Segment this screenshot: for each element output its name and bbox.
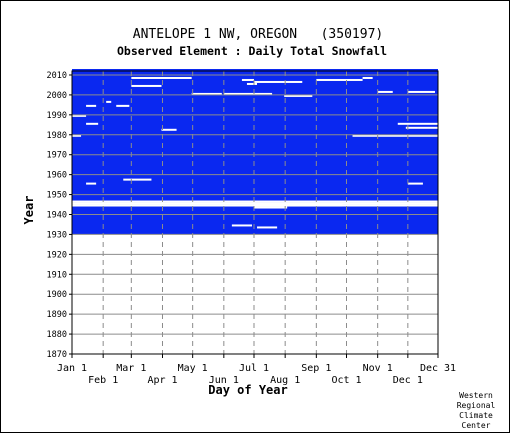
y-tick-label: 1970: [47, 151, 67, 161]
missing-data-segment: [257, 226, 278, 229]
x-tick-label: Mar 1: [116, 363, 146, 374]
y-tick-label: 1920: [47, 250, 67, 260]
x-tick-label: Dec 31: [420, 363, 456, 374]
y-tick-label: 1980: [47, 131, 67, 141]
x-tick-label: Sep 1: [301, 363, 331, 374]
missing-data-segment: [86, 104, 97, 107]
missing-data-segment: [253, 206, 288, 209]
missing-data-segment: [161, 128, 177, 131]
missing-data-segment: [106, 100, 112, 103]
missing-data-segment: [377, 90, 393, 93]
missing-data-segment: [231, 224, 252, 227]
y-tick-label: 1890: [47, 310, 67, 320]
credit-line: Center: [462, 421, 491, 430]
missing-data-segment: [131, 84, 162, 87]
missing-data-segment: [246, 82, 258, 85]
x-tick-label: Feb 1: [88, 375, 118, 386]
x-tick-label: Oct 1: [331, 375, 361, 386]
credit-block: Western Regional Climate Center: [457, 391, 496, 430]
credit-line: Regional: [457, 401, 496, 410]
credit-line: Western: [459, 391, 493, 400]
y-axis-ticks: 1870 1880 1890 1900 1910 1920 1930 1940 1950 1960…: [47, 71, 72, 360]
credit-line: Climate: [459, 411, 493, 420]
missing-data-segment: [253, 80, 303, 83]
x-tick-label: Nov 1: [363, 363, 393, 374]
missing-data-segment: [362, 76, 373, 79]
x-tick-label: Jan 1: [57, 363, 87, 374]
missing-data-segment: [123, 178, 152, 181]
chart-title: ANTELOPE 1 NW, OREGON (350197): [133, 27, 383, 42]
missing-data-segment: [86, 182, 97, 185]
missing-year-row: [72, 202, 438, 205]
missing-data-segment: [316, 78, 363, 81]
x-tick-label: Dec 1: [393, 375, 423, 386]
y-tick-label: 1990: [47, 111, 67, 121]
chart-subtitle: Observed Element : Daily Total Snowfall: [117, 44, 387, 58]
y-tick-label: 1910: [47, 270, 67, 280]
y-axis-label: Year: [22, 196, 36, 225]
missing-data-segment: [241, 78, 254, 81]
y-tick-label: 2000: [47, 91, 67, 101]
y-tick-label: 1880: [47, 330, 67, 340]
x-tick-label: Jun 1: [209, 375, 239, 386]
x-axis-ticks: Jan 1 Mar 1 May 1 Jul 1 Sep 1 Nov 1 Dec 31 Feb …: [57, 354, 456, 386]
missing-data-segment: [191, 92, 222, 95]
missing-data-segment: [407, 182, 423, 185]
missing-data-segment: [397, 122, 438, 125]
y-tick-label: 1870: [47, 350, 67, 360]
missing-data-segment: [131, 76, 192, 79]
missing-data-segment: [86, 122, 99, 125]
missing-data-segment: [223, 92, 273, 95]
missing-data-segment: [352, 134, 438, 137]
y-tick-label: 1900: [47, 290, 67, 300]
y-tick-label: 1960: [47, 171, 67, 181]
grid-lines: [71, 70, 439, 355]
missing-data-segment: [72, 134, 82, 137]
y-tick-label: 1940: [47, 210, 67, 220]
x-tick-label: May 1: [178, 363, 208, 374]
x-tick-label: Apr 1: [147, 375, 177, 386]
missing-data-segment: [405, 126, 438, 129]
y-tick-label: 2010: [47, 71, 67, 81]
missing-data-segment: [72, 200, 438, 203]
missing-data-segment: [284, 94, 313, 97]
plot-border: [71, 70, 439, 355]
y-tick-label: 1930: [47, 230, 67, 240]
missing-data-segment: [407, 90, 435, 93]
x-tick-label: Aug 1: [270, 375, 300, 386]
x-axis-label: Day of Year: [208, 383, 287, 397]
data-coverage-layer: [72, 69, 438, 235]
missing-data-segment: [253, 204, 343, 207]
x-tick-label: Jul 1: [239, 363, 269, 374]
y-tick-label: 1950: [47, 191, 67, 201]
missing-data-segment: [116, 104, 130, 107]
missing-data-segment: [72, 114, 87, 117]
